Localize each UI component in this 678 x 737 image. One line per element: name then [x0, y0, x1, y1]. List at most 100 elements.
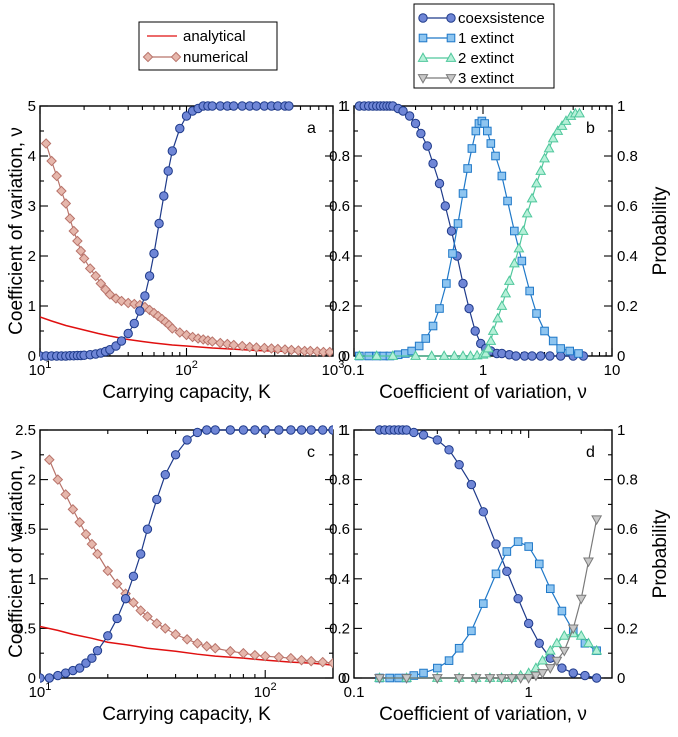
- point-1-extinct: [502, 547, 512, 556]
- point-coexistence: [207, 101, 217, 111]
- y2-axis-label: Probability: [650, 186, 671, 275]
- point-3-extinct: [401, 674, 413, 684]
- point-coexistence: [123, 328, 133, 339]
- point-numerical: [225, 645, 236, 657]
- point-1-extinct: [463, 164, 472, 173]
- point-1-extinct: [565, 346, 575, 356]
- point-2-extinct: [543, 142, 555, 153]
- point-2-extinct: [526, 192, 538, 203]
- plot-frame-d: [353, 429, 613, 679]
- point-numerical: [286, 344, 297, 356]
- panel-label: b: [586, 120, 595, 137]
- series-1-extinct: [355, 116, 583, 361]
- point-numerical: [102, 565, 114, 577]
- point-2-extinct: [574, 107, 585, 118]
- series-2-extinct: [374, 627, 603, 682]
- point-2-extinct: [560, 115, 572, 125]
- point-numerical: [60, 489, 71, 500]
- x-axis-label: Coefficient of variation, ν: [379, 704, 587, 725]
- legend-label-2-extinct: 2 extinct: [458, 50, 515, 67]
- series-line-numerical: [48, 459, 333, 664]
- point-1-extinct: [414, 341, 424, 351]
- point-numerical: [273, 651, 285, 663]
- point-numerical: [305, 655, 317, 667]
- y-tick-label: 0.5: [15, 620, 36, 637]
- point-coexistence: [446, 226, 457, 236]
- plot-frame-a: [39, 105, 334, 357]
- point-numerical: [279, 344, 291, 355]
- point-1-extinct: [453, 219, 463, 228]
- point-coexistence: [511, 351, 521, 361]
- point-coexistence: [478, 507, 489, 517]
- point-1-extinct: [545, 584, 555, 594]
- point-2-extinct: [457, 350, 469, 360]
- point-coexistence: [535, 351, 546, 361]
- point-numerical: [285, 652, 297, 664]
- point-2-extinct: [583, 637, 594, 648]
- point-3-extinct: [431, 674, 443, 684]
- y-tick-label: 0.6: [329, 198, 350, 215]
- series-3-extinct: [374, 515, 603, 684]
- point-coexistence: [159, 191, 169, 201]
- point-3-extinct: [496, 674, 508, 684]
- point-coexistence: [160, 469, 170, 480]
- panel-label: d: [586, 444, 595, 461]
- legend-label-analytical: analytical: [183, 28, 246, 45]
- x-tick-label: 0.1: [344, 684, 365, 701]
- point-coexistence: [418, 430, 429, 440]
- point-1-extinct: [421, 334, 431, 343]
- point-coexistence: [432, 435, 443, 445]
- point-coexistence: [182, 435, 192, 445]
- point-coexistence: [181, 111, 192, 121]
- legend-label-numerical: numerical: [183, 49, 248, 66]
- y2-tick-label: 0.2: [617, 620, 638, 637]
- point-numerical: [44, 454, 55, 466]
- y2-tick-label: 0: [338, 348, 346, 365]
- point-numerical: [104, 289, 116, 300]
- series-coexistence: [40, 101, 294, 361]
- point-numerical: [166, 323, 178, 334]
- point-3-extinct: [591, 515, 603, 526]
- point-numerical: [86, 538, 98, 550]
- legend-marker-coexsistence: [446, 13, 456, 23]
- point-coexistence: [154, 218, 164, 229]
- x-axis-label: Coefficient of variation, ν: [379, 382, 587, 403]
- y-tick-label: 0.8: [329, 148, 350, 165]
- point-numerical: [317, 656, 329, 668]
- point-numerical: [151, 618, 163, 629]
- point-2-extinct: [552, 125, 564, 135]
- point-2-extinct: [438, 350, 450, 360]
- point-numerical: [244, 341, 256, 353]
- point-1-extinct: [513, 537, 523, 546]
- series-analytical: [40, 316, 333, 354]
- point-2-extinct: [544, 644, 556, 655]
- point-coexistence: [534, 638, 544, 648]
- legend-right: coexsistence 1 extinct 2 extinct 3 extinct: [413, 3, 555, 89]
- y-tick-label: 0: [342, 348, 350, 365]
- point-1-extinct: [556, 344, 565, 353]
- point-1-extinct: [467, 144, 477, 153]
- y-tick-label: 0.4: [329, 571, 350, 588]
- point-3-extinct: [506, 674, 518, 684]
- point-1-extinct: [557, 606, 567, 616]
- point-numerical: [201, 640, 213, 652]
- series-line-coexistence: [359, 105, 584, 357]
- point-1-extinct: [458, 189, 468, 198]
- legend-marker-numerical: [170, 51, 182, 63]
- x-tick-exponent: 1: [45, 681, 51, 693]
- y-tick-label: 2: [28, 472, 36, 489]
- point-3-extinct: [484, 674, 496, 684]
- series-1-extinct: [375, 537, 601, 683]
- point-1-extinct: [428, 321, 438, 331]
- y-tick-label: 2.5: [15, 422, 36, 439]
- y-tick-label: 0.2: [329, 298, 350, 315]
- point-coexistence: [296, 425, 307, 435]
- point-2-extinct: [496, 300, 508, 310]
- point-coexistence: [136, 549, 146, 559]
- point-numerical: [67, 504, 79, 515]
- point-coexistence: [152, 494, 162, 505]
- point-coexistence: [251, 101, 262, 111]
- point-coexistence: [74, 663, 85, 673]
- point-numerical: [249, 649, 261, 661]
- point-3-extinct: [523, 674, 535, 684]
